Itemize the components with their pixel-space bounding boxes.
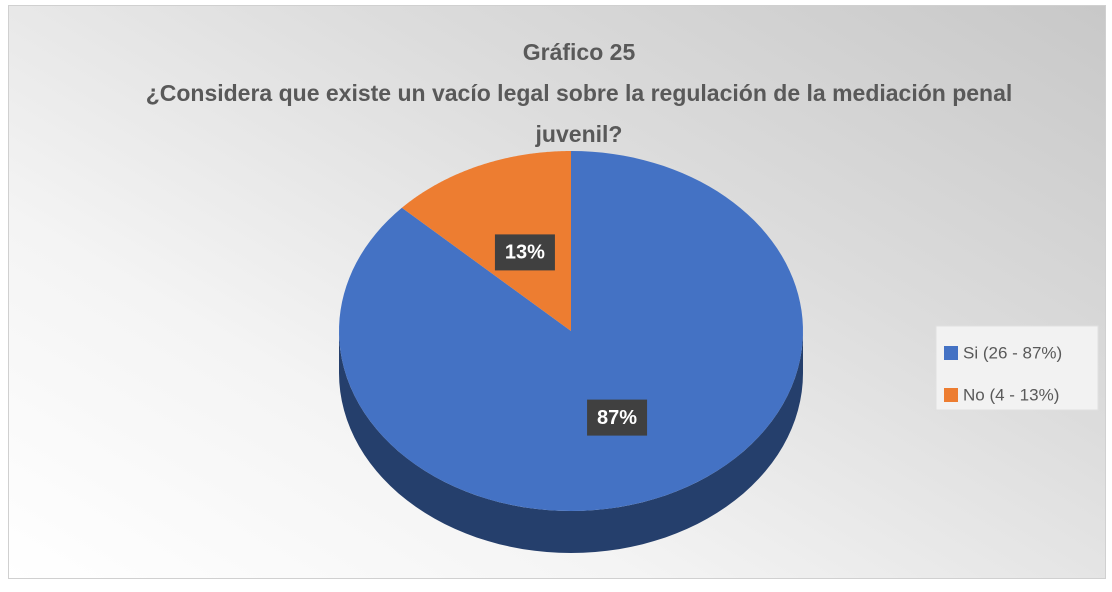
pie-side	[339, 331, 803, 553]
chart-title: Gráfico 25	[522, 39, 636, 65]
data-label: 87%	[597, 407, 637, 429]
data-label-box	[587, 399, 648, 436]
pie-slice	[401, 151, 571, 331]
data-label-box	[494, 234, 555, 271]
data-label: 13%	[505, 242, 545, 264]
legend-swatch	[944, 346, 958, 360]
legend-swatch	[944, 388, 958, 402]
legend-label: No (4 - 13%)	[963, 385, 1059, 404]
titles: Gráfico 25 ¿Considera que existe un vací…	[139, 32, 1019, 155]
pie-slice	[339, 151, 803, 511]
legend-label: Si (26 - 87%)	[963, 343, 1062, 362]
chart-subtitle: ¿Considera que existe un vacío legal sob…	[145, 80, 1013, 147]
legend-box	[935, 325, 1099, 411]
plot: 87% 13% Si (26 - 87%) No (4 - 13%)	[339, 151, 1099, 553]
chart: 87% 13% Si (26 - 87%) No (4 - 13%) Gráfico …	[8, 5, 1106, 579]
